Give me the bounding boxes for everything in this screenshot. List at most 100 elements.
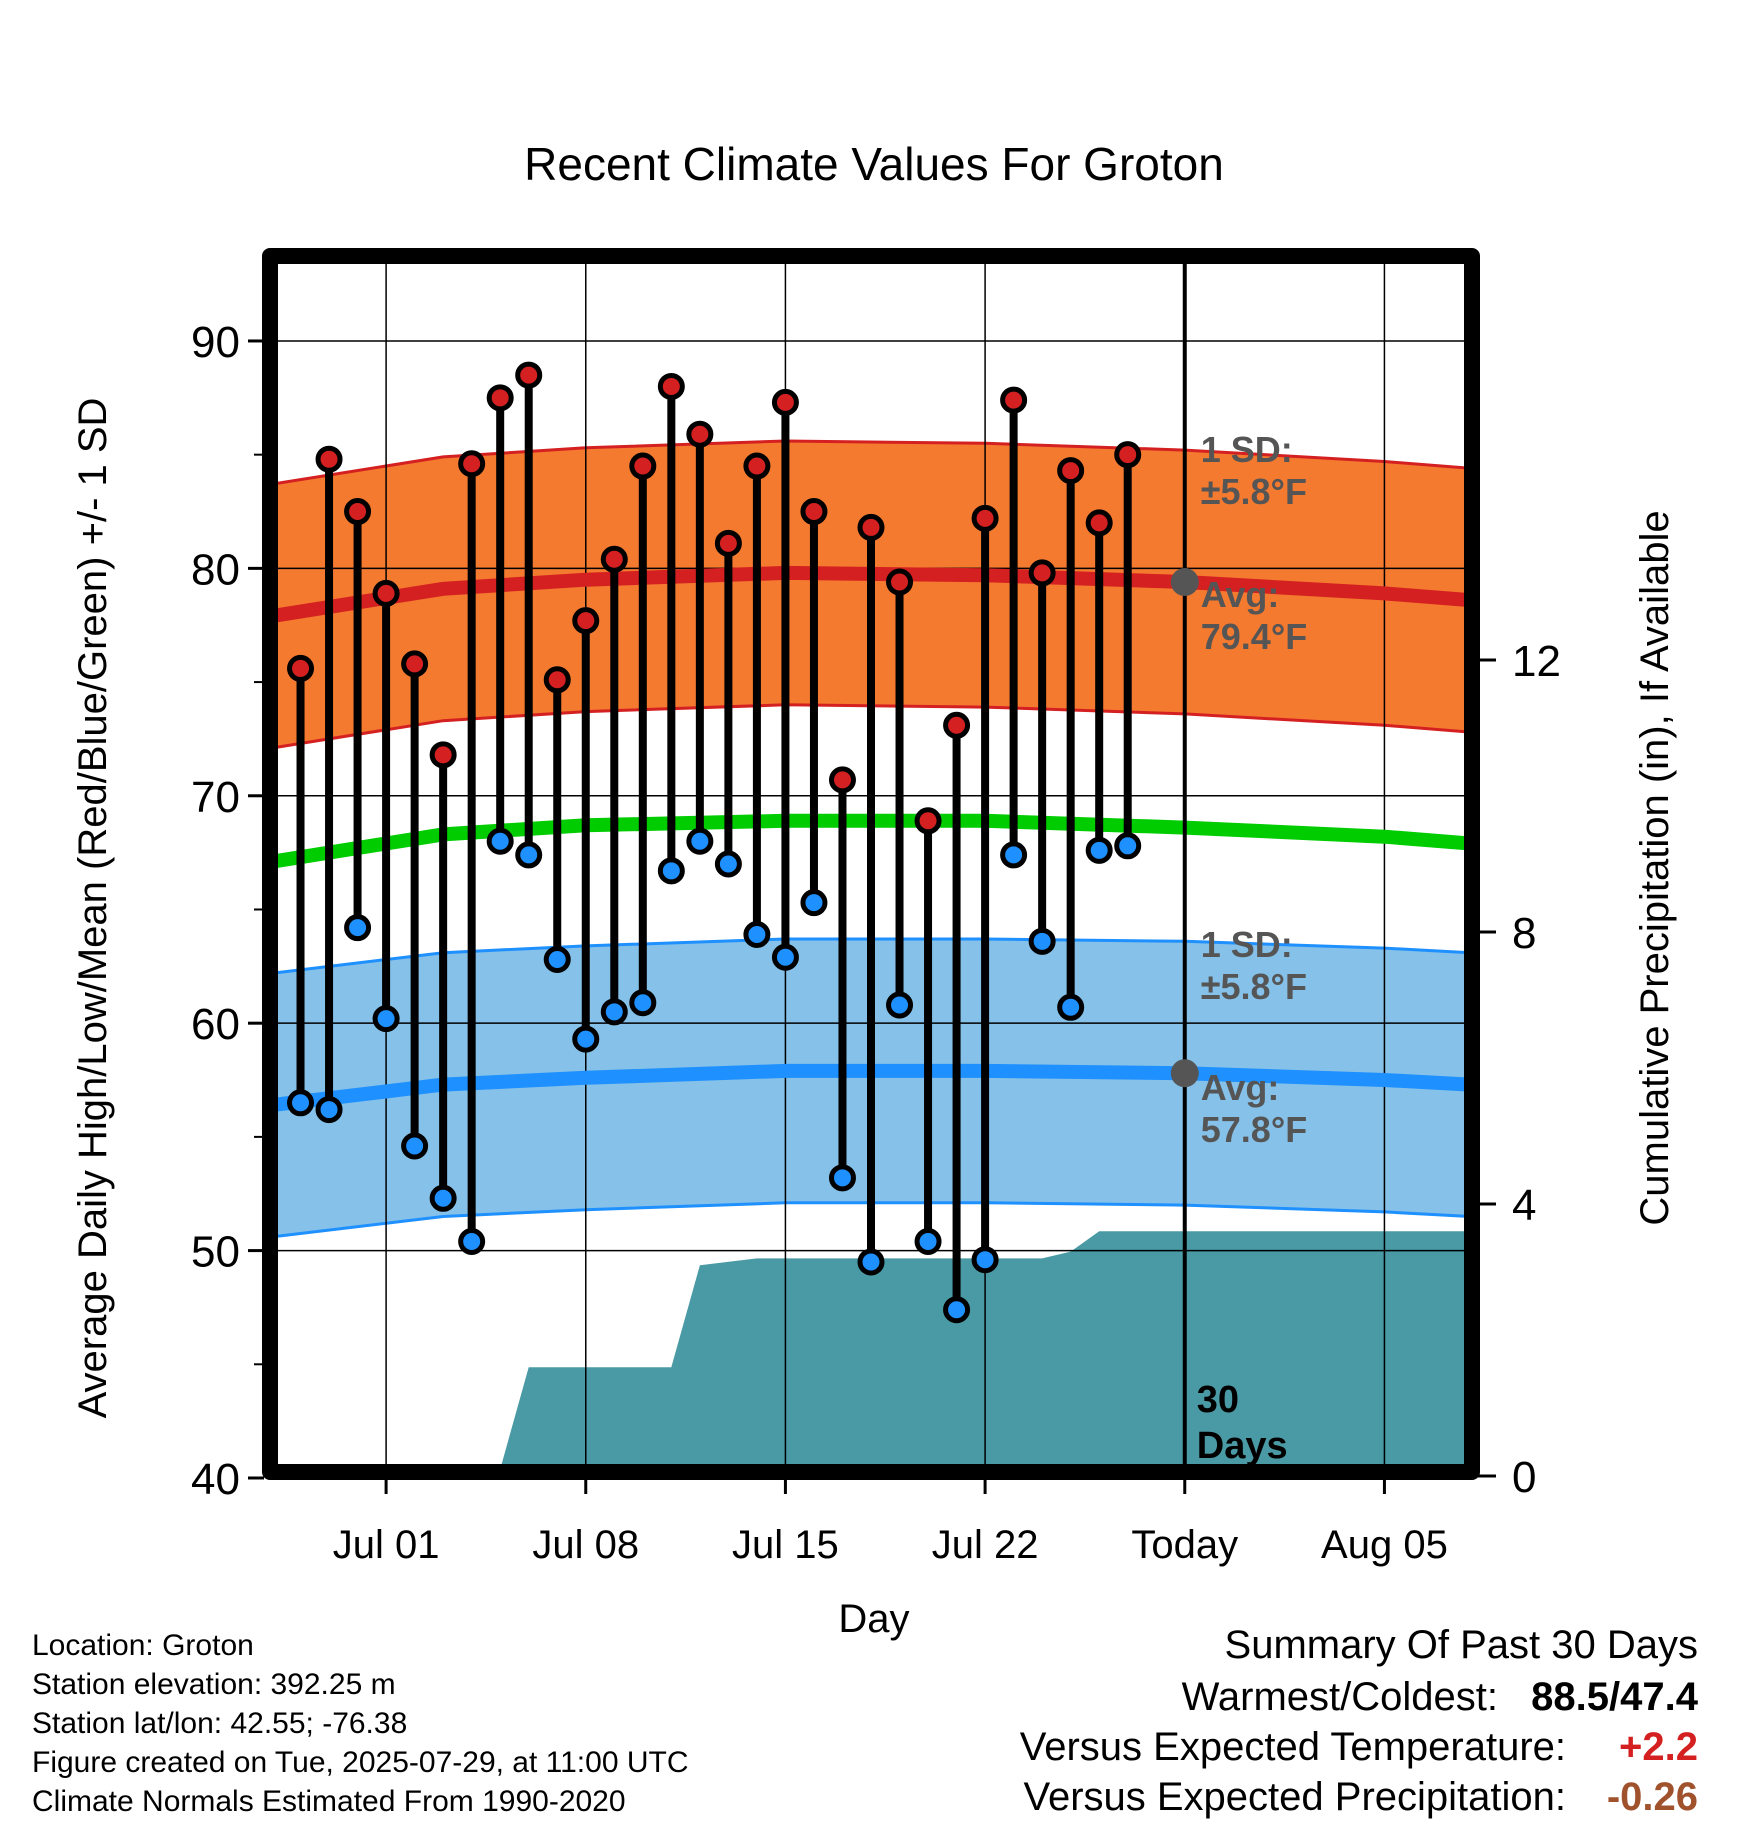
daily-low-point (1114, 832, 1142, 860)
y-tick-label: 80 (191, 545, 240, 594)
daily-low-point (971, 1246, 999, 1274)
daily-high-point (287, 654, 315, 682)
daily-high-point (771, 388, 799, 416)
mean-avg-line (272, 813, 1470, 869)
y2-tick-label: 12 (1512, 637, 1561, 686)
daily-low-point (458, 1227, 486, 1255)
low-sd-upper-edge (272, 937, 1470, 975)
warm-cold-label: Warmest/Coldest: (1182, 1675, 1498, 1719)
daily-high-point (486, 384, 514, 412)
low-avg-line (272, 1063, 1470, 1113)
summary-heading: Summary Of Past 30 Days (1225, 1623, 1698, 1667)
daily-high-point (344, 498, 372, 526)
daily-low-point (914, 1227, 942, 1255)
daily-low-point (629, 989, 657, 1017)
x-tick-label: Jul 08 (532, 1523, 639, 1567)
y-axis-label: Average Daily High/Low/Mean (Red/Blue/Gr… (71, 398, 115, 1419)
daily-low-point (372, 1005, 400, 1033)
today-days-label: 30 (1197, 1379, 1239, 1421)
daily-low-point (686, 827, 714, 855)
x-tick-label: Today (1131, 1523, 1238, 1567)
temp-anomaly-label: Versus Expected Temperature: (1020, 1725, 1566, 1769)
daily-high-point (543, 666, 571, 694)
today-low-avg-marker (1170, 1059, 1199, 1088)
daily-low-point (401, 1132, 429, 1160)
daily-high-point (429, 741, 457, 769)
station-info: Location: Groton Station elevation: 392.… (32, 1629, 689, 1818)
daily-low-point (486, 827, 514, 855)
daily-high-point (458, 450, 486, 478)
plot-frame (262, 248, 1480, 1480)
daily-low-point (543, 946, 571, 974)
daily-high-point (886, 568, 914, 596)
daily-low-point (1028, 927, 1056, 955)
y-tick-label: 60 (191, 1000, 240, 1049)
daily-low-point (771, 943, 799, 971)
y2-tick-label: 4 (1512, 1181, 1536, 1230)
chart-title: Recent Climate Values For Groton (524, 138, 1224, 190)
daily-low-point (857, 1248, 885, 1276)
x-axis-label: Day (838, 1597, 909, 1641)
precip-anomaly-label: Versus Expected Precipitation: (1023, 1775, 1566, 1819)
y2-axis-label: Cumulative Precipitation (in), If Availa… (1633, 510, 1677, 1225)
daily-high-point (572, 607, 600, 635)
daily-low-point (515, 841, 543, 869)
high-sd-annotation-label: 1 SD: (1201, 429, 1293, 470)
high-avg-annotation-value: 79.4°F (1201, 616, 1307, 657)
daily-high-point (1114, 441, 1142, 469)
figure-created: Figure created on Tue, 2025-07-29, at 11… (32, 1746, 689, 1779)
high-avg-annotation-label: Avg: (1201, 574, 1280, 615)
station-elevation: Station elevation: 392.25 m (32, 1668, 396, 1701)
y-tick-label: 70 (191, 773, 240, 822)
daily-low-point (828, 1164, 856, 1192)
low-avg-annotation-label: Avg: (1201, 1067, 1280, 1108)
daily-high-point (914, 807, 942, 835)
daily-high-point (600, 545, 628, 573)
daily-low-point (1057, 993, 1085, 1021)
x-tick-label: Jul 15 (732, 1523, 839, 1567)
precip-anomaly-value: -0.26 (1607, 1775, 1698, 1819)
daily-low-point (943, 1296, 971, 1324)
y2-tick-label: 8 (1512, 909, 1536, 958)
daily-high-point (943, 711, 971, 739)
daily-high-point (971, 504, 999, 532)
low-avg-annotation-value: 57.8°F (1201, 1109, 1307, 1150)
daily-low-point (600, 998, 628, 1026)
y2-tick-label: 0 (1512, 1453, 1536, 1502)
high-sd-annotation-value: ±5.8°F (1201, 471, 1307, 512)
daily-low-point (315, 1096, 343, 1124)
daily-high-point (714, 529, 742, 557)
low-sd-annotation-label: 1 SD: (1201, 924, 1293, 965)
y-tick-label: 50 (191, 1228, 240, 1277)
precip-area (272, 1231, 1470, 1476)
daily-high-point (657, 372, 685, 400)
daily-high-point (857, 513, 885, 541)
high-avg-line (272, 565, 1470, 624)
warm-cold-value: 88.5/47.4 (1531, 1675, 1699, 1719)
daily-high-point (315, 445, 343, 473)
today-days-label: Days (1197, 1425, 1288, 1467)
daily-low-point (344, 914, 372, 942)
daily-low-point (429, 1184, 457, 1212)
daily-high-point (800, 498, 828, 526)
daily-low-point (657, 857, 685, 885)
station-location: Location: Groton (32, 1629, 254, 1662)
daily-high-point (686, 420, 714, 448)
today-high-avg-marker (1170, 568, 1199, 597)
daily-high-point (1057, 457, 1085, 485)
low-sd-annotation-value: ±5.8°F (1201, 966, 1307, 1007)
daily-low-point (572, 1025, 600, 1053)
daily-low-point (1085, 836, 1113, 864)
summary-panel: Summary Of Past 30 Days Warmest/Coldest:… (1020, 1623, 1699, 1819)
daily-high-point (828, 766, 856, 794)
daily-high-point (372, 579, 400, 607)
y-tick-label: 40 (191, 1455, 240, 1504)
station-latlon: Station lat/lon: 42.55; -76.38 (32, 1707, 407, 1740)
daily-high-point (629, 452, 657, 480)
daily-high-point (1028, 559, 1056, 587)
daily-high-point (1085, 509, 1113, 537)
climate-normals-note: Climate Normals Estimated From 1990-2020 (32, 1785, 626, 1818)
